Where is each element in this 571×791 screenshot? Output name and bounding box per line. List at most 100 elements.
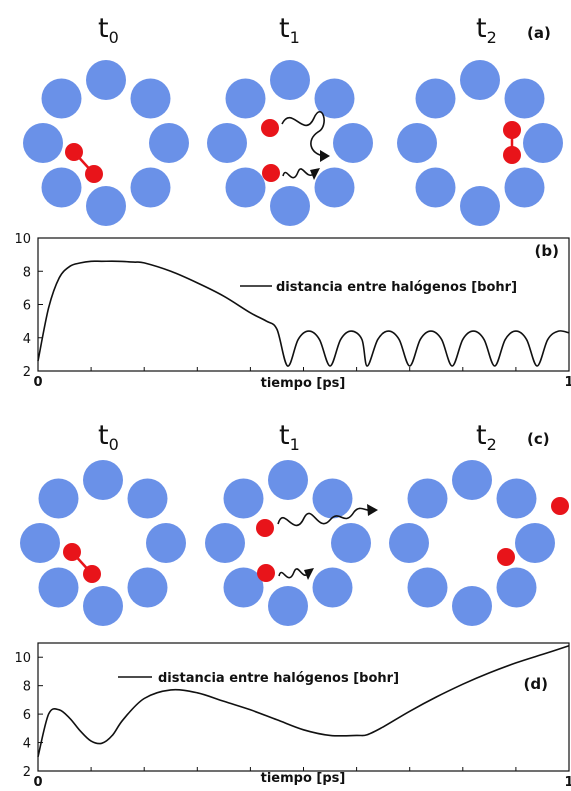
arrowhead-icon [304, 568, 314, 580]
svg-text:t0: t0 [98, 420, 119, 454]
wavy-arrow [281, 110, 325, 157]
solvent-molecule [83, 586, 123, 626]
arrowhead-icon [320, 150, 330, 162]
time-label-bottom-0: t0 [98, 420, 119, 454]
time-label-top-2: t2 [476, 13, 497, 47]
solvent-molecule [460, 186, 500, 226]
solvent-molecule [415, 78, 456, 119]
y-tick-label: 4 [23, 737, 31, 752]
solvent-molecule [20, 523, 60, 563]
halogen-atom [503, 121, 521, 139]
panel-label-b: (b) [535, 242, 559, 260]
y-tick-label: 6 [23, 708, 31, 723]
solvent-molecule [452, 460, 492, 500]
solvent-molecule [86, 60, 126, 100]
chart-d: 2 4 6 8 10 0 1 (d) distancia entre halógenos [… [14, 642, 571, 790]
solvent-molecule [331, 523, 371, 563]
x-tick-label: 1 [564, 375, 571, 390]
solvent-molecule [523, 123, 563, 163]
solvent-molecule [312, 478, 353, 519]
wavy-arrow [282, 168, 315, 179]
x-tick-label: 0 [33, 375, 42, 390]
x-axis-label: tiempo [ps] [261, 376, 346, 391]
solvent-molecule [415, 167, 456, 208]
axis-ticks: 2 4 6 8 10 0 1 [14, 651, 571, 790]
solvent-molecule [496, 478, 537, 519]
svg-text:t2: t2 [476, 13, 497, 47]
halogen-atom [65, 143, 83, 161]
solvent-molecule [504, 167, 545, 208]
solvent-molecule [397, 123, 437, 163]
solvent-molecule [146, 523, 186, 563]
solvent-ring-bottom-0 [20, 460, 186, 626]
halogen-atom [256, 519, 274, 537]
y-tick-label: 6 [23, 299, 31, 314]
solvent-molecule [41, 167, 82, 208]
x-tick-label: 1 [564, 775, 571, 790]
time-label-top-0: t0 [98, 13, 119, 47]
svg-text:t2: t2 [476, 420, 497, 454]
solvent-molecule [225, 167, 266, 208]
y-tick-label: 2 [23, 365, 31, 380]
solvent-molecule [83, 460, 123, 500]
y-tick-label: 8 [23, 680, 31, 695]
solvent-ring-bottom-1 [205, 460, 371, 626]
solvent-molecule [460, 60, 500, 100]
solvent-molecule [333, 123, 373, 163]
solvent-molecule [41, 78, 82, 119]
solvent-molecule [225, 78, 266, 119]
solvent-molecule [207, 123, 247, 163]
plot-frame [37, 642, 570, 772]
y-tick-label: 8 [23, 265, 31, 280]
solvent-molecule [223, 478, 264, 519]
solvent-ring-top-0 [23, 60, 189, 226]
legend-entry: distancia entre halógenos [bohr] [276, 280, 517, 295]
solvent-molecule [314, 78, 355, 119]
x-tick-label: 0 [33, 775, 42, 790]
series-line [37, 260, 570, 367]
solvent-molecule [407, 567, 448, 608]
solvent-molecule [205, 523, 245, 563]
solvent-molecule [515, 523, 555, 563]
solvent-molecule [38, 567, 79, 608]
y-tick-label: 2 [23, 765, 31, 780]
panel-label-d: (d) [524, 675, 548, 693]
solvent-molecule [130, 78, 171, 119]
plot-frame [37, 237, 570, 372]
halogen-atom [83, 565, 101, 583]
solvent-molecule [270, 60, 310, 100]
halogen-atom [257, 564, 275, 582]
solvent-molecule [127, 567, 168, 608]
solvent-molecule [504, 78, 545, 119]
solvent-molecule [223, 567, 264, 608]
y-tick-label: 10 [14, 232, 31, 247]
halogen-atom [261, 119, 279, 137]
solvent-molecule [38, 478, 79, 519]
solvent-molecule [149, 123, 189, 163]
y-tick-label: 10 [14, 651, 31, 666]
solvent-ring-top-2 [397, 60, 563, 226]
panel-label-a: (a) [527, 24, 551, 42]
time-label-bottom-2: t2 [476, 420, 497, 454]
solvent-molecule [268, 460, 308, 500]
halogen-atom [63, 543, 81, 561]
series-line [37, 645, 570, 757]
solvent-molecule [130, 167, 171, 208]
halogen-atom [551, 497, 569, 515]
y-tick-label: 4 [23, 332, 31, 347]
solvent-molecule [127, 478, 168, 519]
solvent-molecule [86, 186, 126, 226]
halogen-atom [262, 164, 280, 182]
solvent-molecule [452, 586, 492, 626]
solvent-molecule [268, 586, 308, 626]
axis-ticks: 2 4 6 8 10 0 1 [14, 232, 571, 390]
wavy-arrow [277, 507, 373, 527]
solvent-molecule [312, 567, 353, 608]
svg-text:t0: t0 [98, 13, 119, 47]
svg-text:t1: t1 [279, 13, 300, 47]
scheme-top: t0 t1 t2 (a) [23, 13, 563, 226]
legend-entry: distancia entre halógenos [bohr] [158, 671, 399, 686]
halogen-atom [85, 165, 103, 183]
panel-label-c: (c) [527, 430, 550, 448]
